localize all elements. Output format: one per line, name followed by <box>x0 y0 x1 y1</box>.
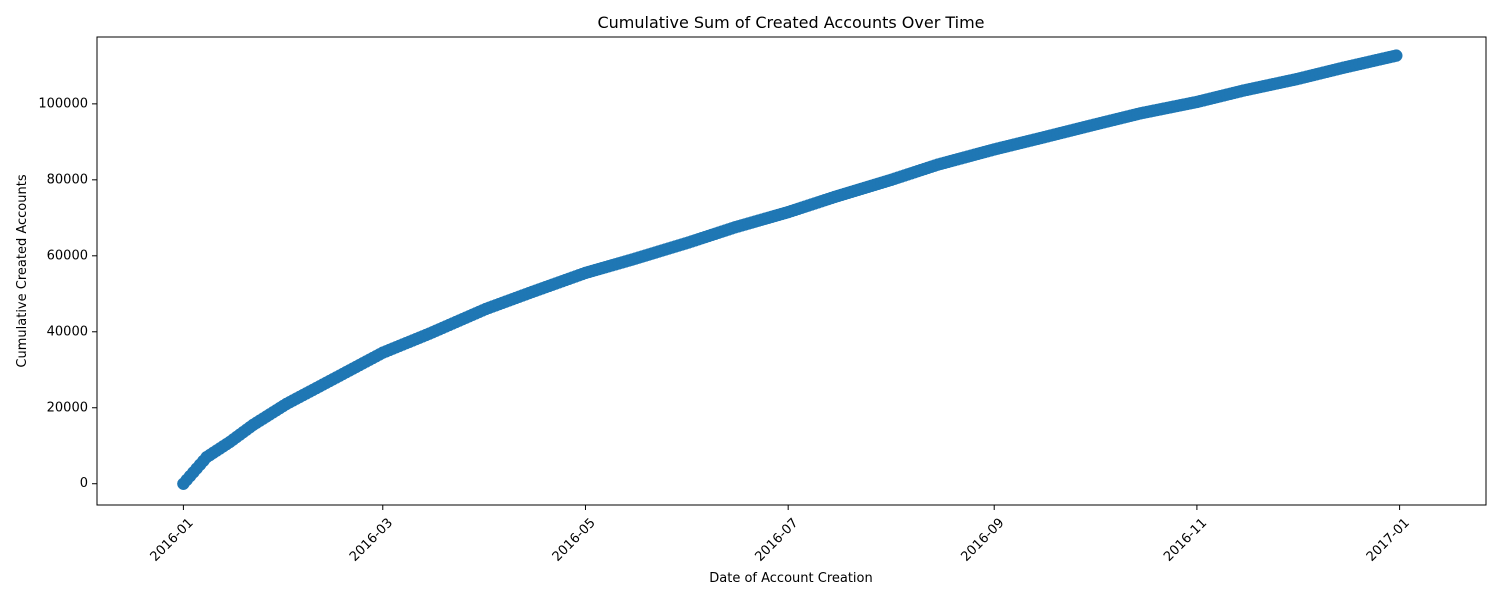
data-points <box>177 49 1403 490</box>
y-tick-label: 40000 <box>47 324 88 339</box>
x-tick-label: 2016-07 <box>752 516 801 565</box>
x-tick-label: 2016-01 <box>148 516 197 565</box>
y-tick-label: 20000 <box>47 400 88 415</box>
y-tick-label: 0 <box>80 476 88 491</box>
plot-frame <box>96 36 1487 506</box>
y-tick-label: 60000 <box>47 248 88 263</box>
x-tick-label: 2016-11 <box>1161 516 1210 565</box>
x-axis: 2016-01 2016-03 2016-05 2016-07 2016-09 2016-… <box>148 505 1413 565</box>
x-tick-label: 2016-09 <box>958 516 1007 565</box>
x-tick-label: 2016-03 <box>347 516 396 565</box>
x-tick-label: 2016-05 <box>550 516 599 565</box>
chart-title: Cumulative Sum of Created Accounts Over … <box>597 13 984 32</box>
data-point <box>1390 49 1403 62</box>
y-tick-label: 100000 <box>38 96 88 111</box>
y-axis-title: Cumulative Created Accounts <box>15 174 30 367</box>
x-tick-label: 2017-01 <box>1364 516 1413 565</box>
y-axis: 0 20000 40000 60000 80000 100000 <box>38 96 97 491</box>
y-tick-label: 80000 <box>47 172 88 187</box>
x-axis-title: Date of Account Creation <box>709 571 873 586</box>
